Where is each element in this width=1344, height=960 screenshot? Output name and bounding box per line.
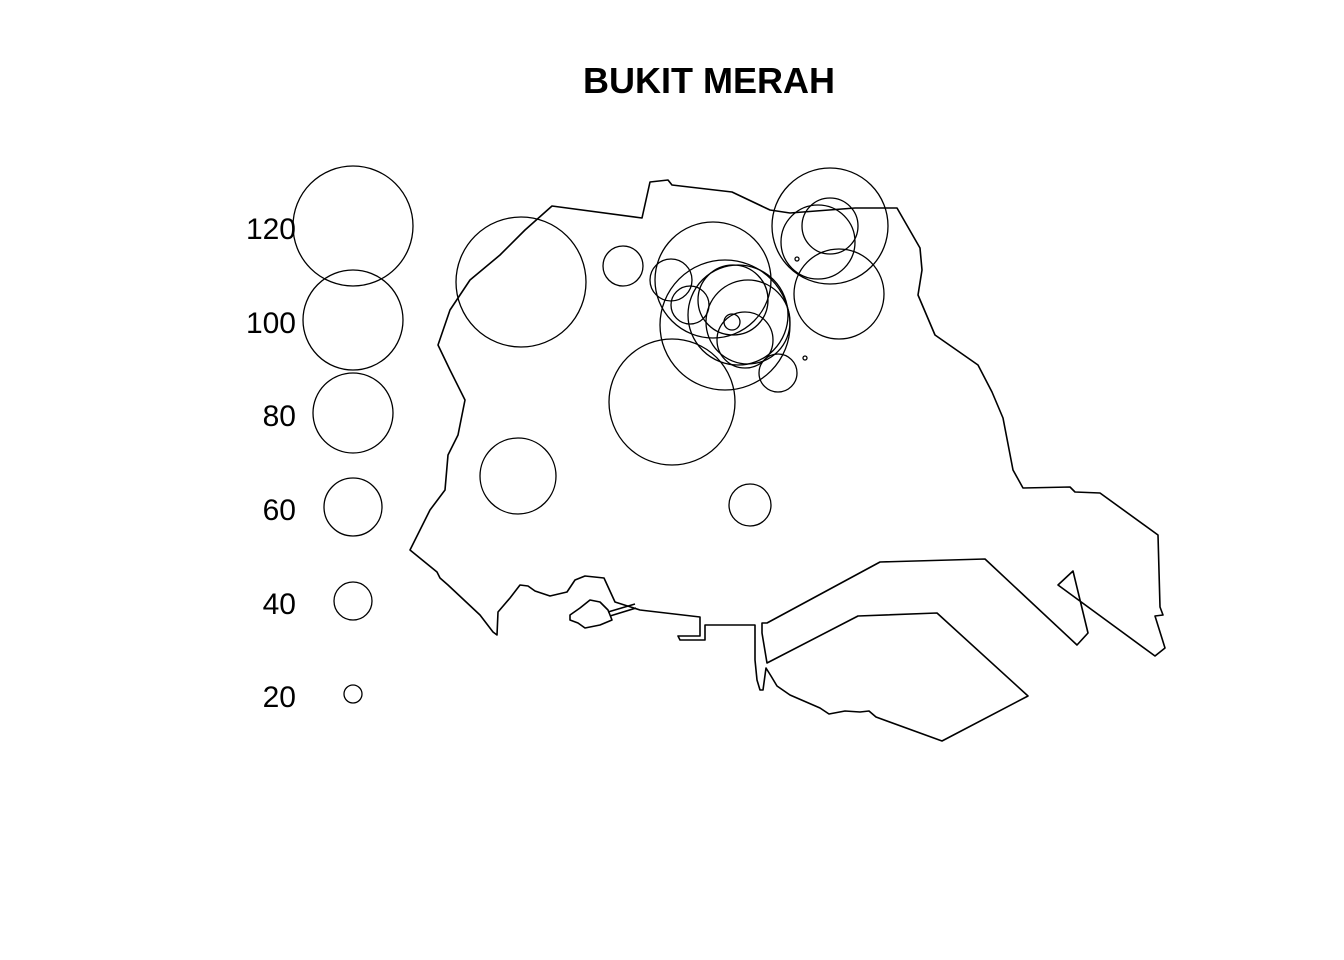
data-bubble-14 [716,311,774,369]
boundary-mainland [409,179,1166,742]
data-bubble-17 [780,204,856,280]
data-bubble-21 [802,355,808,361]
data-bubble-4 [479,437,557,515]
legend-label-80: 80 [263,400,296,433]
legend-circle-60 [323,477,383,537]
data-bubbles [455,167,889,527]
data-bubble-12 [697,264,769,336]
data-bubble-13 [723,313,741,331]
data-bubble-15 [758,353,798,393]
legend-label-100: 100 [246,307,296,340]
legend-label-120: 120 [246,213,296,246]
boundary-inlet [569,599,613,629]
data-bubble-16 [771,167,889,285]
data-bubble-1 [455,216,587,348]
data-bubble-19 [793,248,885,340]
legend-circle-80 [312,372,394,454]
data-bubble-7 [649,258,693,302]
data-bubble-2 [602,245,644,287]
data-bubble-3 [608,338,736,466]
data-bubble-20 [794,256,800,262]
map-title: BUKIT MERAH [583,60,835,101]
legend-circle-120 [292,165,414,287]
size-legend: 120 100 80 60 40 20 [246,165,414,714]
data-bubble-11 [705,279,791,365]
boundary-canal [607,603,637,617]
data-bubble-18 [801,197,859,255]
data-bubble-10 [687,264,789,366]
legend-circle-100 [302,269,404,371]
legend-circle-20 [343,684,363,704]
bukit-merah-outline [409,179,1166,742]
legend-label-20: 20 [263,681,296,714]
legend-label-60: 60 [263,494,296,527]
data-bubble-5 [728,483,772,527]
legend-label-40: 40 [263,588,296,621]
legend-circle-40 [333,581,373,621]
